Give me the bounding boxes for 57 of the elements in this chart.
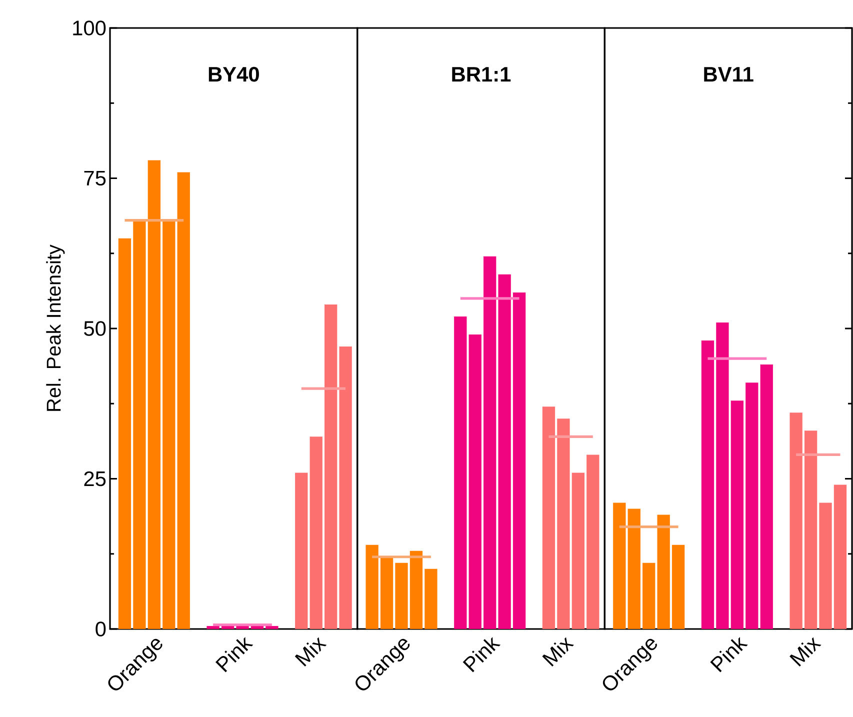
bar	[642, 562, 656, 629]
bar	[380, 556, 394, 629]
bar	[339, 346, 352, 629]
bar	[834, 484, 847, 629]
bar	[746, 382, 758, 629]
bar	[424, 568, 438, 629]
y-tick-label: 50	[84, 321, 106, 336]
x-tick-label: Mix	[542, 637, 574, 666]
bar	[512, 292, 526, 629]
bar	[760, 364, 773, 629]
bar	[557, 418, 570, 629]
bar	[498, 274, 511, 629]
x-tick-label: Mix	[790, 637, 822, 666]
bar	[295, 472, 308, 629]
bar	[572, 472, 584, 629]
y-tick-label: 100	[73, 20, 106, 36]
bar	[310, 436, 322, 629]
bar	[177, 172, 190, 629]
bar	[366, 544, 378, 629]
bar	[701, 340, 714, 629]
bar	[118, 238, 132, 629]
x-tick-label: Pink	[215, 637, 254, 672]
bar	[819, 502, 832, 629]
bar	[410, 550, 423, 629]
y-tick-label: 75	[84, 170, 106, 186]
bar	[162, 220, 176, 629]
bar	[250, 626, 264, 629]
bar	[324, 304, 338, 629]
bar	[236, 626, 249, 629]
bar	[542, 406, 556, 629]
bar	[266, 626, 278, 629]
bar	[672, 544, 685, 629]
bar	[133, 220, 146, 629]
bar	[468, 334, 482, 629]
bar	[148, 160, 160, 629]
bar	[716, 322, 729, 629]
bar	[613, 502, 626, 629]
y-tick-label: 25	[84, 471, 106, 486]
x-tick-label: Pink	[462, 637, 501, 672]
bar	[484, 256, 496, 629]
bar	[221, 626, 234, 629]
x-tick-label: Mix	[294, 637, 327, 666]
text: BV11	[704, 67, 754, 82]
bar	[454, 316, 467, 629]
y-axis-title: Rel. Peak Intensity	[46, 244, 65, 411]
bar	[586, 454, 600, 629]
bar	[790, 412, 802, 629]
bar	[206, 626, 220, 629]
bar	[730, 400, 744, 629]
bar	[657, 514, 670, 629]
bar	[804, 430, 818, 629]
bar	[628, 508, 640, 629]
text: BY40	[208, 66, 259, 82]
x-tick-label: Pink	[710, 637, 748, 672]
y-tick-label: 0	[96, 622, 106, 636]
text: BR1:1	[452, 67, 511, 82]
bar	[395, 562, 408, 629]
